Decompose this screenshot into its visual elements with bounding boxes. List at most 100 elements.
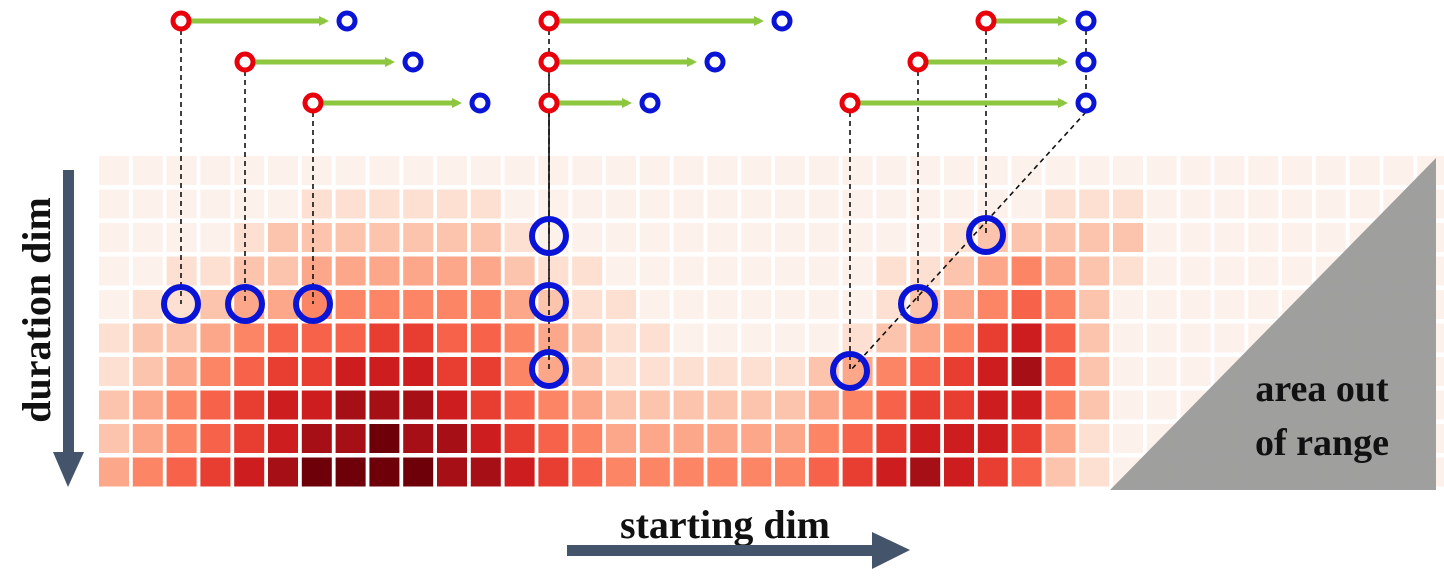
heatmap-cell	[301, 390, 332, 420]
heatmap-cell	[741, 156, 772, 185]
heatmap-cell	[301, 256, 332, 286]
heatmap-cell	[775, 290, 805, 319]
heatmap-cell	[268, 424, 298, 453]
heatmap-cell	[234, 323, 265, 353]
heatmap-cell	[504, 390, 535, 420]
end-point	[1075, 92, 1097, 114]
heatmap-cell	[132, 323, 163, 353]
heatmap-cell	[470, 290, 501, 319]
heatmap-cell	[606, 323, 636, 353]
heatmap-cell	[707, 457, 738, 487]
heatmap-cell	[403, 424, 434, 453]
duration-axis-label: duration dim	[14, 197, 59, 423]
heatmap-cell	[775, 156, 805, 185]
heatmap-cell	[606, 290, 636, 319]
heatmap-cell	[1079, 189, 1110, 219]
heatmap-cell	[470, 189, 501, 219]
heatmap-cell	[437, 457, 467, 487]
heatmap-cell	[842, 323, 873, 353]
heatmap-cell	[944, 457, 974, 487]
heatmap-cell	[1079, 390, 1110, 420]
heatmap-cell	[132, 290, 163, 319]
heatmap-cell	[234, 189, 265, 219]
heatmap-cell	[1248, 256, 1279, 286]
map-point	[225, 284, 265, 324]
heatmap-cell	[910, 323, 941, 353]
heatmap-cell	[504, 189, 535, 219]
heatmap-cell	[1045, 156, 1076, 185]
heatmap-cell	[977, 290, 1008, 319]
heatmap-cell	[1079, 156, 1110, 185]
heatmap-cell	[944, 189, 974, 219]
heatmap-cell	[132, 223, 163, 252]
heatmap-cell	[1079, 424, 1110, 453]
heatmap-cell	[1011, 424, 1042, 453]
heatmap-cell	[808, 390, 839, 420]
heatmap-cell	[1011, 390, 1042, 420]
heatmap-cell	[639, 323, 670, 353]
heatmap-cell	[876, 223, 907, 252]
heatmap-cell	[775, 457, 805, 487]
heatmap-cell	[200, 390, 231, 420]
heatmap-cell	[1146, 357, 1177, 386]
heatmap-cell	[1045, 256, 1076, 286]
heatmap-cell	[977, 390, 1008, 420]
heatmap-cell	[910, 457, 941, 487]
heatmap-cell	[99, 390, 129, 420]
heatmap-cell	[369, 323, 400, 353]
heatmap-cell	[842, 424, 873, 453]
heatmap-cell	[504, 457, 535, 487]
heatmap-cell	[538, 256, 569, 286]
heatmap-cell	[301, 457, 332, 487]
heatmap-cell	[403, 357, 434, 386]
heatmap-cell	[301, 323, 332, 353]
heatmap-cell	[606, 390, 636, 420]
heatmap-cell	[403, 189, 434, 219]
heatmap-cell	[1079, 290, 1110, 319]
heatmap-cell	[842, 290, 873, 319]
heatmap-cell	[200, 357, 231, 386]
heatmap-cell	[1011, 290, 1042, 319]
heatmap-cell	[808, 156, 839, 185]
heatmap-cell	[538, 457, 569, 487]
heatmap-cell	[1113, 323, 1143, 353]
heatmap-cell	[437, 156, 467, 185]
heatmap-cell	[977, 357, 1008, 386]
heatmap-cell	[1011, 156, 1042, 185]
end-point	[336, 10, 358, 32]
heatmap-cell	[166, 256, 197, 286]
heatmap-cell	[1180, 256, 1211, 286]
heatmap-cell	[369, 189, 400, 219]
heatmap-cell	[268, 156, 298, 185]
heatmap-cell	[639, 290, 670, 319]
heatmap-cell	[977, 256, 1008, 286]
heatmap-cell	[775, 357, 805, 386]
heatmap-cell	[1146, 223, 1177, 252]
heatmap-cell	[606, 457, 636, 487]
heatmap-cell	[200, 424, 231, 453]
heatmap-cell	[268, 390, 298, 420]
starting-axis-arrow-head	[872, 532, 910, 569]
heatmap-cell	[808, 256, 839, 286]
heatmap-cell	[1079, 323, 1110, 353]
heatmap-cell	[572, 390, 603, 420]
heatmap-cell	[741, 424, 772, 453]
start-point	[839, 92, 861, 114]
heatmap-cell	[200, 156, 231, 185]
heatmap-cell	[808, 189, 839, 219]
heatmap-cell	[470, 357, 501, 386]
heatmap-cell	[234, 357, 265, 386]
heatmap-cell	[775, 189, 805, 219]
heatmap-cell	[132, 424, 163, 453]
heatmap-cell	[707, 156, 738, 185]
heatmap-cell	[99, 256, 129, 286]
heatmap-cell	[99, 357, 129, 386]
heatmap-cell	[1113, 256, 1143, 286]
heatmap-cell	[1011, 189, 1042, 219]
heatmap-cell	[1180, 290, 1211, 319]
map-point	[529, 216, 569, 256]
heatmap-cell	[1113, 390, 1143, 420]
heatmap-cell	[1214, 290, 1245, 319]
heatmap-cell	[808, 290, 839, 319]
heatmap-cell	[639, 223, 670, 252]
